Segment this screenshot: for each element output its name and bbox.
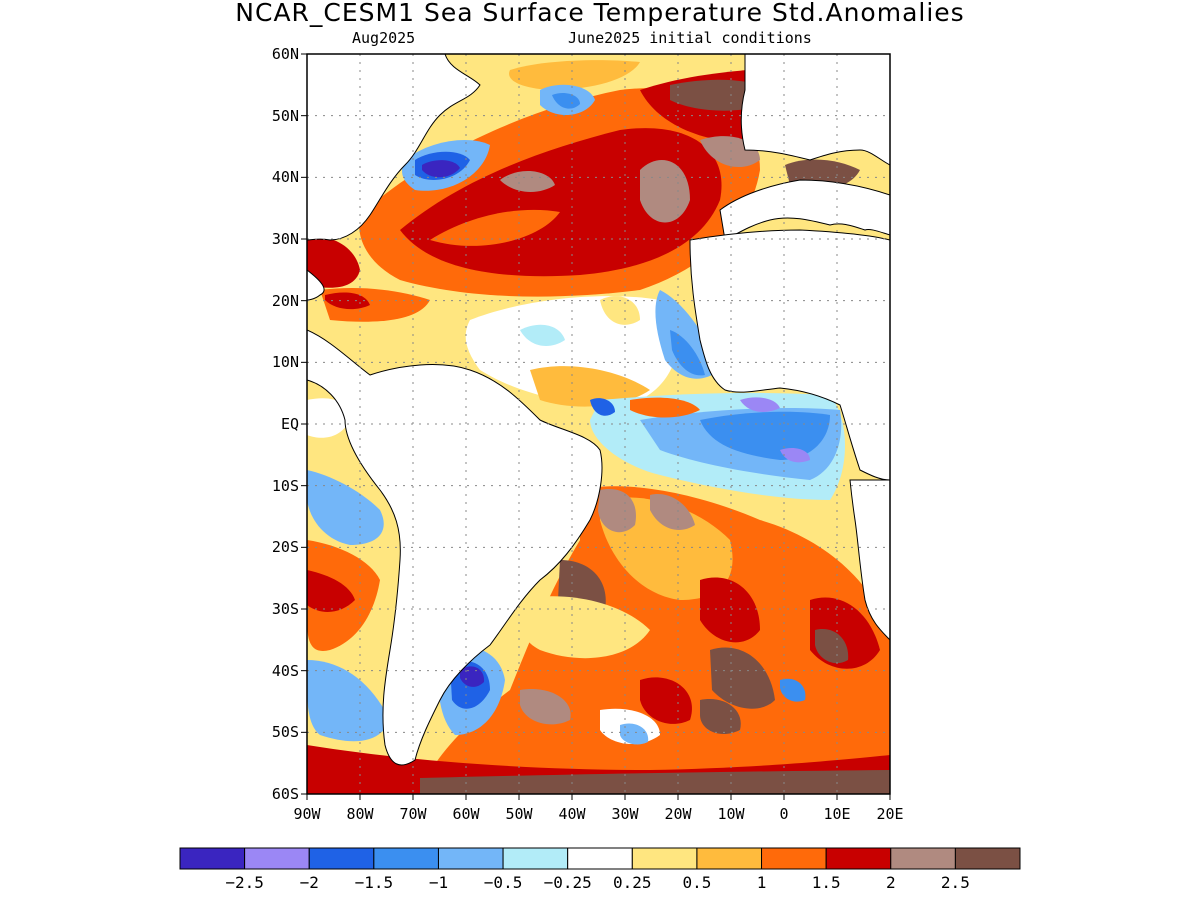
lon-label: 0 bbox=[779, 805, 789, 823]
lon-label: 20E bbox=[876, 805, 904, 823]
sa-brown-2 bbox=[598, 489, 636, 533]
lon-label: 30W bbox=[611, 805, 639, 823]
lon-label: 80W bbox=[346, 805, 374, 823]
lat-label: 10S bbox=[271, 476, 299, 495]
lat-label: 30S bbox=[271, 600, 299, 618]
europe-land bbox=[740, 54, 890, 166]
colorbar-label: −2 bbox=[299, 873, 319, 892]
lat-label: 20N bbox=[271, 291, 299, 310]
sa-brown-5 bbox=[710, 647, 775, 709]
colorbar-label: 2.5 bbox=[940, 873, 970, 892]
colorbar-label: 0.25 bbox=[613, 873, 652, 892]
lon-label: 40W bbox=[558, 805, 586, 823]
colorbar-label: 1.5 bbox=[811, 873, 841, 892]
lon-label: 20W bbox=[664, 805, 692, 823]
colorbar-swatch bbox=[373, 847, 439, 870]
lat-label: 30N bbox=[271, 230, 299, 248]
pac-cool-2 bbox=[307, 660, 390, 742]
eq-cool-4 bbox=[740, 397, 780, 412]
lat-label: 40S bbox=[271, 661, 299, 680]
colorbar-swatch bbox=[761, 847, 827, 870]
lat-label: 50N bbox=[271, 106, 299, 125]
sa-yellow-1 bbox=[518, 596, 650, 659]
north-africa-land-top bbox=[719, 179, 890, 241]
lat-label: EQ bbox=[280, 415, 299, 433]
pac-cool-1 bbox=[307, 470, 384, 545]
eq-cool-6 bbox=[590, 398, 615, 416]
south-america-land bbox=[307, 329, 603, 766]
sa-brown-4 bbox=[815, 629, 849, 664]
na-cold-core bbox=[552, 93, 580, 109]
colorbar-label: 1 bbox=[756, 873, 767, 892]
colorbar-swatch bbox=[631, 847, 698, 870]
colorbar-swatch bbox=[567, 847, 633, 870]
colorbar-label: 0.5 bbox=[682, 873, 712, 892]
gulf-cold-3 bbox=[422, 160, 460, 178]
colorbar-swatch bbox=[179, 847, 246, 870]
colorbar-label: −1.5 bbox=[354, 873, 394, 892]
lon-label: 10E bbox=[823, 805, 851, 823]
axis-ticks bbox=[301, 53, 891, 800]
sa-cool-1 bbox=[620, 723, 649, 745]
gulf-mexico-warm bbox=[307, 235, 360, 288]
colorbar-label: −1 bbox=[428, 873, 449, 892]
anomaly-field bbox=[307, 54, 890, 794]
lon-label: 10W bbox=[717, 805, 745, 823]
forecast-month: Aug2025 bbox=[352, 29, 416, 47]
lon-label: 90W bbox=[293, 805, 321, 823]
na-lab-orange bbox=[509, 60, 640, 90]
so-brown-band bbox=[420, 770, 890, 794]
sa-brown-3 bbox=[650, 494, 695, 530]
colorbar-swatch bbox=[244, 847, 310, 870]
lat-label: 60S bbox=[271, 785, 299, 803]
lat-label: 40N bbox=[271, 168, 299, 187]
lon-label: 50W bbox=[505, 805, 533, 823]
colorbar-label: −0.25 bbox=[543, 873, 592, 892]
lon-label: 70W bbox=[399, 805, 427, 823]
trop-warm-2 bbox=[530, 366, 650, 407]
lon-label: 60W bbox=[452, 805, 480, 823]
colorbar-label: −2.5 bbox=[225, 873, 264, 892]
colorbar-swatch bbox=[890, 847, 956, 870]
sa-brown-6 bbox=[700, 699, 741, 735]
sa-cool-2 bbox=[780, 678, 806, 702]
eq-cool-5 bbox=[780, 448, 810, 463]
landmasses bbox=[307, 54, 890, 766]
lat-label: 60N bbox=[271, 45, 299, 63]
initial-conditions: June2025 initial conditions bbox=[568, 29, 812, 47]
map-title: NCAR_CESM1 Sea Surface Temperature Std.A… bbox=[235, 0, 965, 27]
west-africa-land bbox=[689, 229, 890, 481]
sa-brown-7 bbox=[520, 689, 571, 725]
north-america-land bbox=[307, 54, 481, 241]
pac-neutral-1 bbox=[307, 398, 350, 438]
canary-cool bbox=[655, 290, 720, 379]
colorbar-label: 2 bbox=[885, 873, 896, 892]
sa-red-1 bbox=[700, 577, 760, 643]
eq-warm-patch bbox=[630, 397, 700, 418]
sa-red-3 bbox=[640, 677, 692, 724]
colorbar-swatch bbox=[502, 847, 569, 870]
na-brown-3 bbox=[500, 170, 555, 192]
gridlines bbox=[307, 54, 890, 794]
colorbar bbox=[179, 847, 1021, 870]
na-warm-3 bbox=[430, 209, 560, 246]
pac-warm-2 bbox=[307, 570, 355, 612]
lat-label: 20S bbox=[271, 538, 299, 557]
colorbar-swatch bbox=[954, 847, 1021, 870]
colorbar-swatch bbox=[825, 847, 892, 870]
colorbar-swatch bbox=[437, 847, 504, 870]
colorbar-swatch bbox=[696, 847, 763, 870]
lat-label: 50S bbox=[271, 723, 299, 742]
colorbar-label: −0.5 bbox=[483, 873, 523, 892]
lat-label: 10N bbox=[271, 353, 299, 372]
trop-warm-1 bbox=[600, 296, 640, 325]
colorbar-swatch bbox=[308, 847, 375, 870]
southern-africa-land bbox=[849, 479, 890, 641]
canary-cool-core bbox=[670, 330, 705, 376]
trop-cool-1 bbox=[520, 324, 565, 346]
